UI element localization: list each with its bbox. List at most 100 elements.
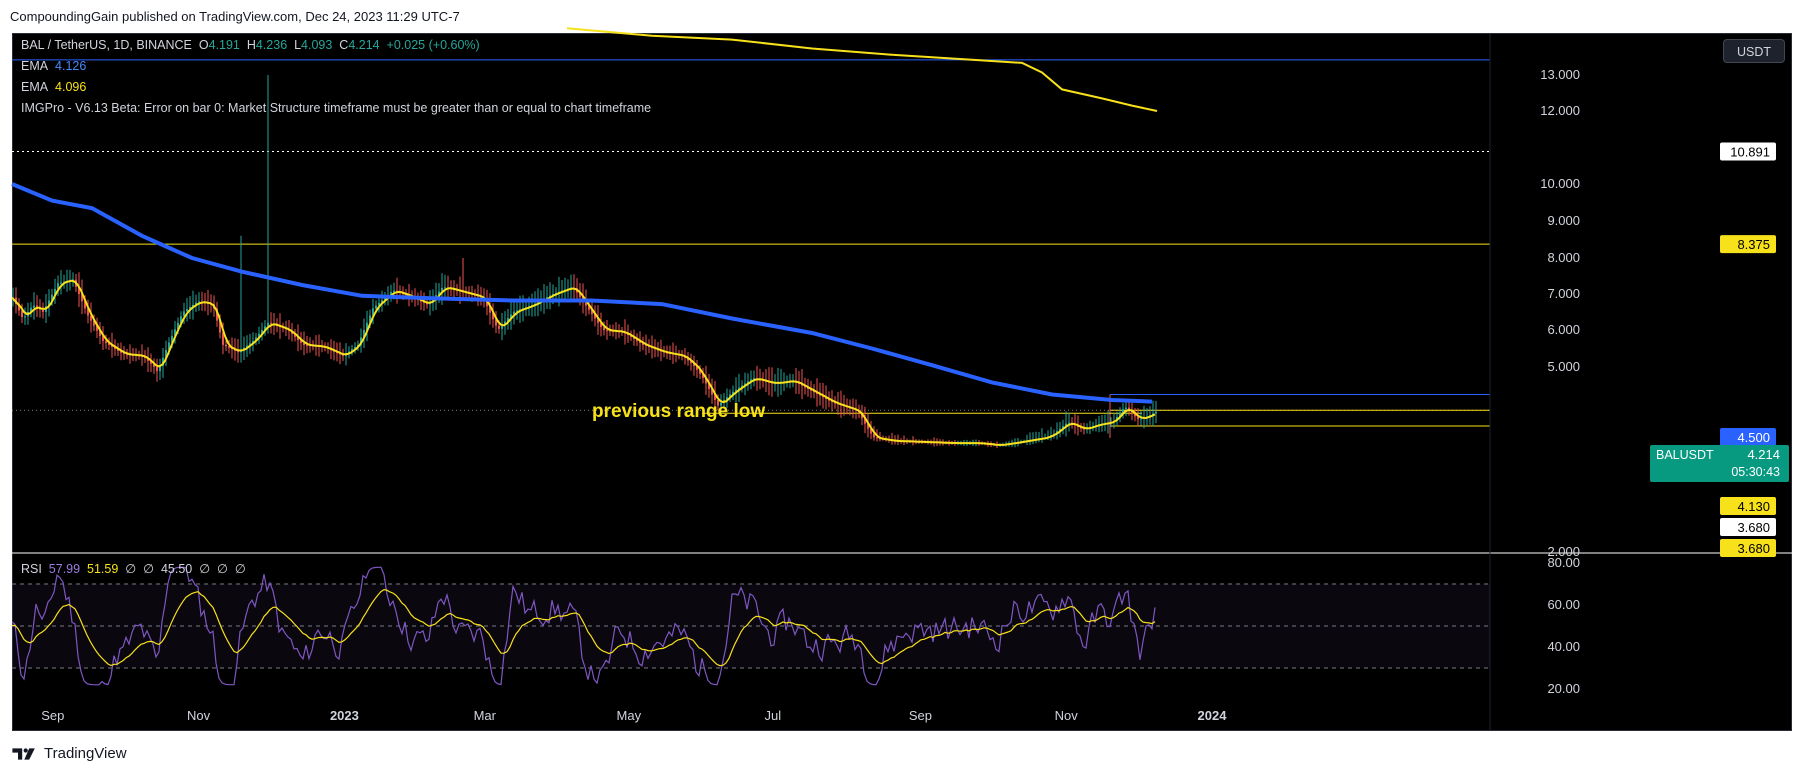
high-value: 4.236 [255,38,288,52]
candle-body [174,329,176,336]
candle-body [24,316,26,318]
candle-body [150,360,152,364]
candle-body [426,302,428,305]
candle-body [216,308,218,321]
candle-body [1128,407,1130,411]
candle-body [195,302,197,305]
candle-body [711,389,713,395]
candle-body [870,428,872,434]
candle-body [690,360,692,364]
candle-body [222,332,224,345]
candle-body [639,340,641,343]
candle-body [108,343,110,345]
candle-body [744,383,746,386]
candle-body [249,343,251,346]
low-value: 4.093 [301,38,333,52]
candle-body [165,349,167,358]
candle-body [189,306,191,310]
candle-body [369,315,371,323]
candle-body [123,352,125,355]
candle-body [1059,428,1061,432]
y-tick-label: 8.000 [1547,250,1580,265]
candle-body [702,373,704,378]
candle-body [438,291,440,296]
low-label: L [294,38,302,52]
candle-body [831,400,833,403]
rsi-legend[interactable]: RSI 57.99 51.59 ∅ ∅ 45.50 ∅ ∅ ∅ [21,561,246,576]
level-label-text: 8.375 [1737,237,1770,252]
candle-body [489,306,491,313]
candle-body [636,338,638,341]
candle-body [642,342,644,345]
bar-countdown-timer: 05:30:43 [1731,465,1780,479]
candle-body [1125,407,1127,410]
candle-body [219,320,221,333]
candle-body [168,342,170,350]
price-label-box [1720,539,1776,557]
level-label-box [1720,235,1776,254]
candle-body [597,318,599,323]
candle-body [255,337,257,342]
candle-body [633,337,635,339]
candle-body [303,342,305,345]
candle-body [354,347,356,350]
rsi-label: RSI [21,562,42,576]
candle-body [105,341,107,344]
rsi-tick-label: 20.00 [1547,681,1580,696]
ema1-value: 4.126 [55,59,87,73]
candle-body [102,335,104,342]
candle-body [735,389,737,392]
candle-body [513,311,515,315]
candle-body [42,309,44,312]
candle-body [606,330,608,332]
price-label-text: 4.130 [1737,499,1770,514]
candle-body [51,294,53,301]
candle-body [228,346,230,348]
candle-body [861,412,863,419]
rsi-value: 57.99 [48,562,81,576]
imgpro-legend[interactable]: IMGPro - V6.13 Beta: Error on bar 0: Mar… [21,101,651,115]
chart-panel[interactable] [12,33,1792,731]
candle-body [600,322,602,328]
ema2-legend[interactable]: EMA 4.096 [21,80,86,94]
candle-body [717,400,719,406]
candle-body [171,335,173,343]
ema1-legend[interactable]: EMA 4.126 [21,59,86,73]
footer-brand[interactable]: TradingView [12,745,127,762]
level-label-box [1720,142,1776,161]
x-tick-label: 2024 [1198,708,1228,723]
ema1-label: EMA [21,59,49,73]
candle-body [84,301,86,309]
ema-slow-line [566,27,1158,112]
symbol-title[interactable]: BAL / TetherUS, 1D, BINANCE [21,38,192,52]
candle-body [162,357,164,366]
rsi-null-2: ∅ [143,562,154,576]
currency-button[interactable]: USDT [1723,39,1785,63]
candle-body [603,327,605,331]
candle-body [198,301,200,303]
candle-body [753,378,755,380]
change-value: +0.025 (+0.60%) [386,38,480,52]
candle-body [300,339,302,343]
y-tick-label: 10.000 [1540,176,1580,191]
x-tick-label: Sep [41,708,64,723]
price-label-text: 3.680 [1737,520,1770,535]
rsi-tick-label: 80.00 [1547,555,1580,570]
candle-body [159,365,161,372]
y-tick-label: 2.000 [1547,544,1580,559]
y-tick-label: 7.000 [1547,286,1580,301]
x-tick-label: 2023 [330,708,359,723]
candle-body [1065,423,1067,427]
candle-body [177,322,179,330]
current-price-tag [1650,445,1789,482]
candle-body [21,310,23,318]
candle-body [1062,426,1064,429]
candle-body [516,310,518,312]
candle-body [153,363,155,367]
candle-body [864,418,866,424]
candle-body [867,423,869,429]
candle-body [705,378,707,384]
candle-body [1068,422,1070,424]
candle-body [36,305,38,308]
